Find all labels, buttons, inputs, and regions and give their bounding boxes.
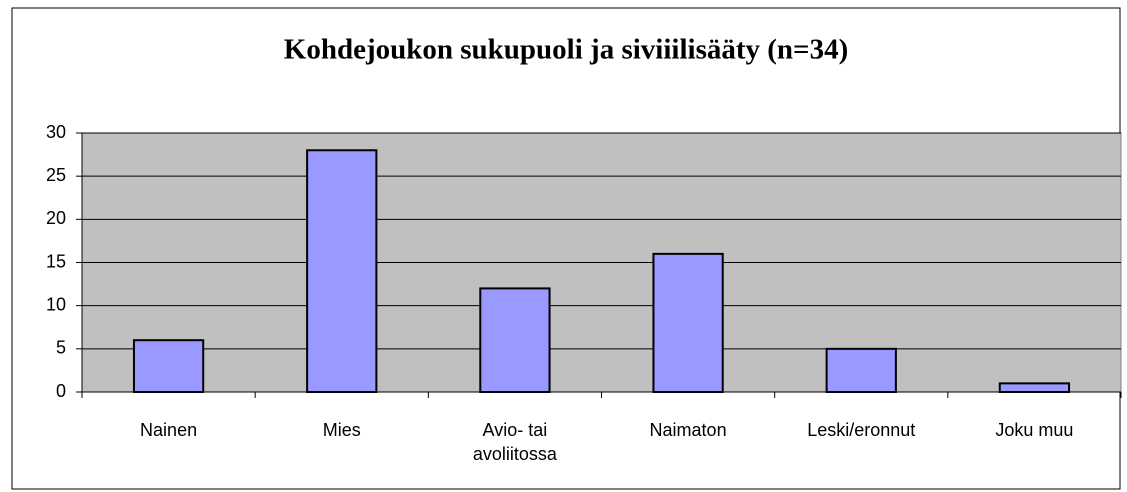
x-tick-label: Naimaton	[649, 420, 727, 440]
chart-title: Kohdejoukon sukupuoli ja siviiilisääty (…	[284, 34, 848, 66]
x-tick-label: Avio- tai avoliitossa	[472, 420, 557, 464]
x-tick-label: Joku muu	[995, 420, 1074, 440]
bar	[825, 347, 897, 394]
y-tick-label: 25	[46, 165, 66, 185]
bar	[652, 252, 724, 393]
x-tick-label: Mies	[322, 420, 361, 440]
y-tick-label: 10	[46, 294, 66, 314]
bar	[306, 149, 378, 393]
y-tick-label: 15	[46, 251, 66, 271]
y-tick-label: 20	[46, 208, 66, 228]
y-tick-label: 5	[56, 338, 66, 358]
y-tick-label: 30	[46, 122, 66, 142]
bar	[132, 339, 205, 394]
x-tick-label: Nainen	[140, 420, 198, 440]
bar	[998, 382, 1071, 394]
x-tick-label: Leski/eronnut	[807, 420, 916, 440]
bar	[479, 287, 551, 393]
y-tick-label: 0	[56, 381, 66, 401]
